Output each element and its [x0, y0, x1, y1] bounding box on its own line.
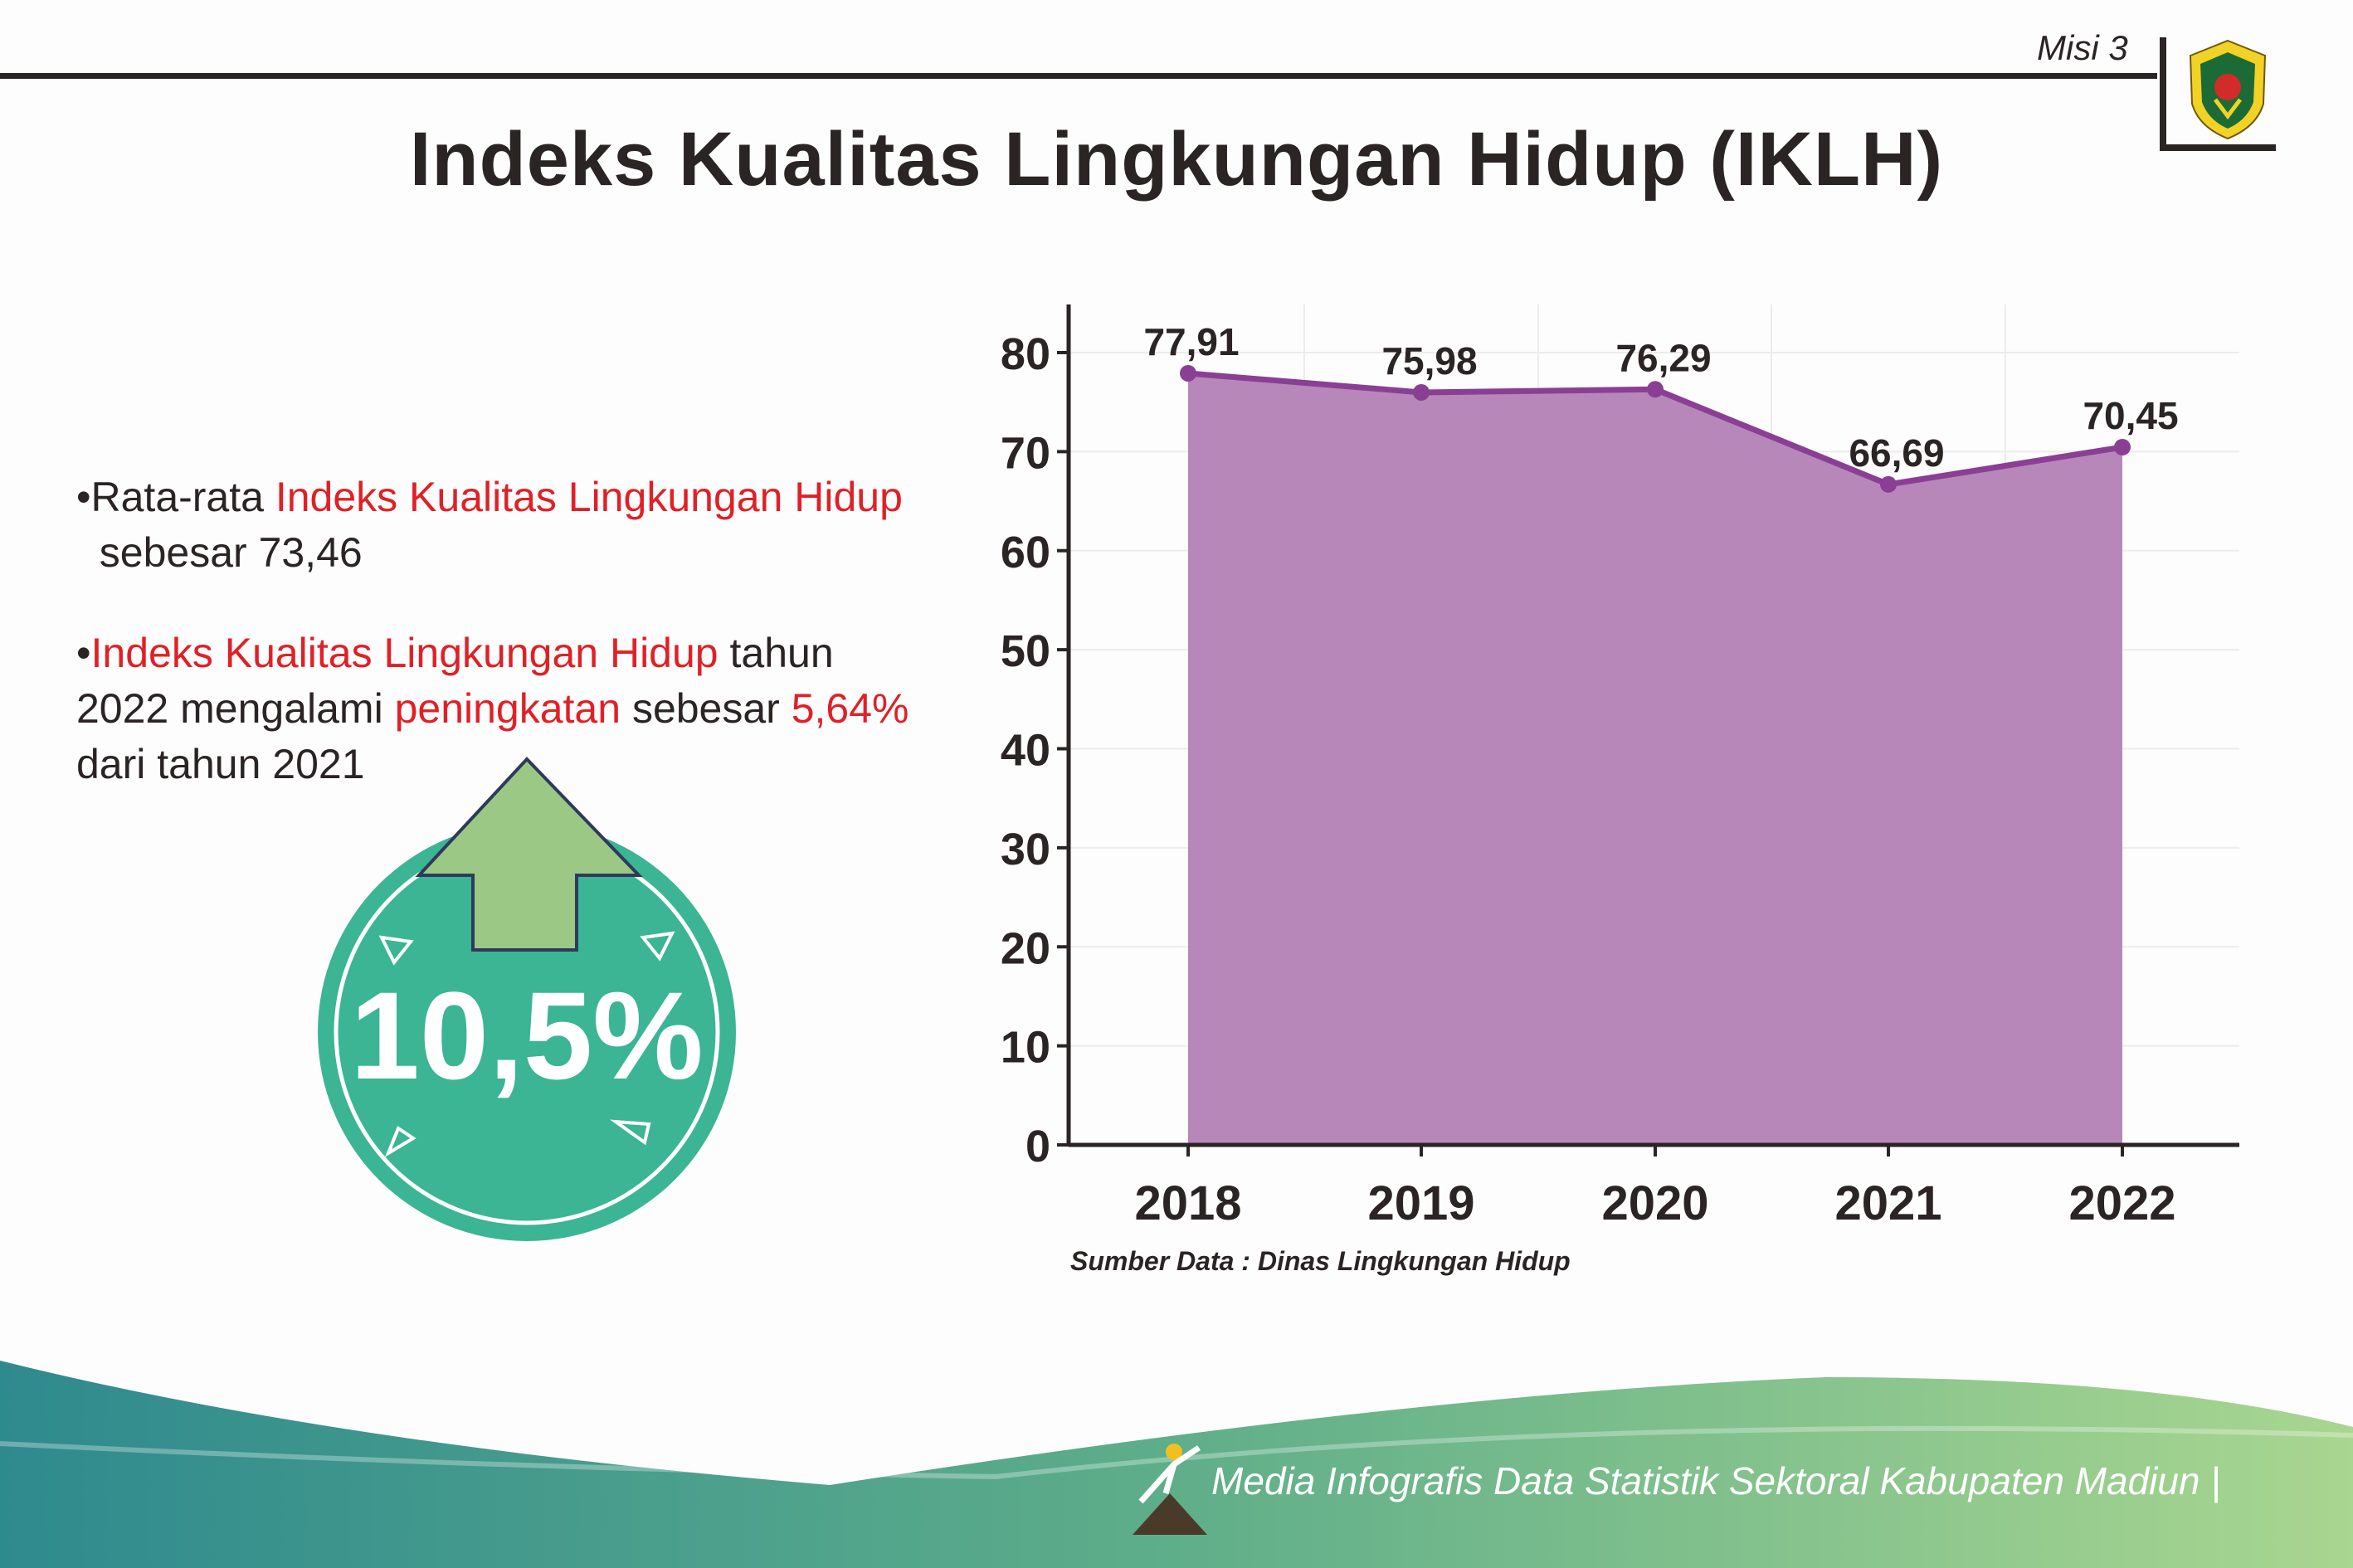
- badge-circle: [318, 823, 736, 1241]
- data-label: 77,91: [1143, 320, 1239, 363]
- arrow-up-icon: [415, 757, 643, 952]
- data-label: 70,45: [2083, 394, 2178, 437]
- bullet-increase: •Indeks Kualitas Lingkungan Hidup tahun …: [76, 630, 909, 787]
- y-tick-label: 30: [1001, 825, 1050, 874]
- footer-wave: [0, 1361, 2353, 1568]
- y-tick-label: 0: [1025, 1122, 1050, 1171]
- x-tick-label: 2022: [2068, 1176, 2175, 1230]
- badge-value: 10,5%: [350, 966, 703, 1105]
- y-tick-label: 50: [1001, 626, 1050, 676]
- x-tick-label: 2019: [1367, 1176, 1474, 1230]
- iklh-chart: 0 10 20 30 40 50 60 70 80 77,91 2018 75,98 2019 76,29…: [1001, 304, 2239, 1230]
- kabupaten-madiun-logo: [2189, 39, 2267, 140]
- data-label: 76,29: [1615, 336, 1711, 379]
- corner-frame: [2160, 37, 2166, 149]
- data-point: [1413, 383, 1430, 401]
- area-fill: [1188, 373, 2122, 1146]
- x-tick-label: 2020: [1601, 1176, 1708, 1230]
- x-tick-label: 2018: [1134, 1176, 1241, 1230]
- footer-text: Media Infografis Data Statistik Sektoral…: [1211, 1459, 2221, 1502]
- corner-frame-bottom: [2160, 144, 2276, 151]
- y-tick-label: 70: [1001, 428, 1050, 478]
- misi-label: Misi 3: [2037, 28, 2128, 67]
- y-tick-label: 80: [1001, 329, 1050, 379]
- y-tick-label: 20: [1001, 923, 1050, 973]
- data-point: [2114, 439, 2131, 456]
- y-tick-label: 10: [1001, 1023, 1050, 1073]
- data-point: [1647, 381, 1664, 398]
- runner-logo-icon: [1133, 1444, 1207, 1535]
- data-point: [1880, 475, 1897, 493]
- growth-badge: 10,5%: [318, 757, 736, 1241]
- data-label: 66,69: [1849, 431, 1944, 475]
- header-rule: [0, 73, 2157, 79]
- page-title: Indeks Kualitas Lingkungan Hidup (IKLH): [409, 117, 1944, 202]
- chart-source: Sumber Data : Dinas Lingkungan Hidup: [1070, 1246, 1571, 1276]
- data-label: 75,98: [1381, 339, 1477, 382]
- bullet-average: •Rata-rata Indeks Kualitas Lingkungan Hi…: [76, 474, 903, 576]
- x-tick-label: 2021: [1834, 1176, 1941, 1230]
- y-tick-label: 40: [1001, 726, 1050, 776]
- spark-icons: [378, 931, 675, 1157]
- y-tick-label: 60: [1001, 528, 1050, 577]
- data-point: [1180, 364, 1196, 382]
